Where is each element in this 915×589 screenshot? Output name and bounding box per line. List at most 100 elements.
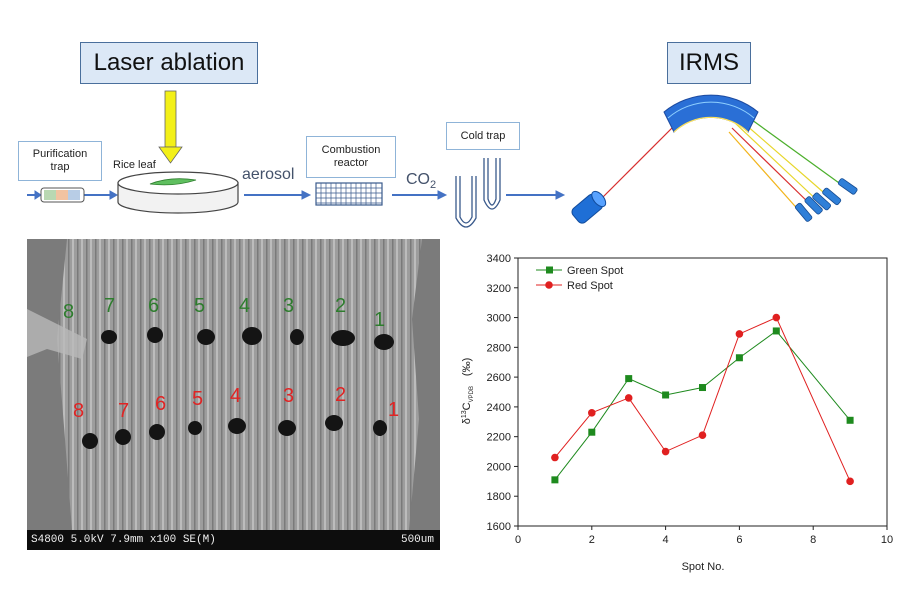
sem-info-text: S4800 5.0kV 7.9mm x100 SE(M) [31,534,216,546]
combustion-reactor-box: Combustion reactor [306,136,396,178]
co2-subscript: 2 [430,179,437,192]
ablation-cell [117,171,239,214]
green-spot-label: 7 [104,295,116,317]
rice-leaf-label: Rice leaf [113,159,156,171]
y-tick-label: 1800 [487,491,511,503]
legend-label: Red Spot [567,280,613,292]
data-point [772,327,780,335]
irms-label: IRMS [679,49,739,76]
red-spot-label: 3 [283,385,295,407]
green-spot-label: 3 [283,295,295,317]
data-point [735,354,743,362]
data-point [662,391,670,399]
data-point [846,477,854,486]
series-line [554,316,851,482]
delta13c-chart: 1600 1800 2000 2200 2400 2600 2800 3000 3200 3400… [461,253,893,573]
data-point [846,416,854,424]
ablation-holes-upper [101,327,394,350]
green-spot-label: 2 [335,295,347,317]
y-tick-label: 2200 [487,432,511,444]
irms-instrument [571,94,858,224]
combustion-reactor-grid [315,182,383,206]
combustion-reactor-label: Combustion reactor [321,144,381,169]
data-point [661,447,670,456]
red-spot-label: 7 [118,400,130,422]
x-tick-label: 0 [515,534,521,546]
plot-frame [517,257,888,527]
y-tick-label: 2600 [487,372,511,384]
data-point [735,330,744,338]
y-tick-label: 3000 [487,313,511,325]
arrowhead-4 [437,190,448,200]
data-point [699,384,706,392]
sem-scale-label: 500um [400,534,434,546]
laser-ablation-label: Laser ablation [93,49,245,76]
red-spot-label: 4 [230,385,242,407]
data-point [551,453,559,462]
x-tick-label: 6 [736,534,742,546]
red-spot-label: 2 [335,384,347,406]
y-axis-label: δ13CVPDB (‰) [461,358,475,425]
data-point [772,313,781,322]
data-point [624,394,633,402]
series-line [554,330,851,481]
laser-ablation-title: Laser ablation [80,42,258,84]
ablation-holes-lower [82,415,387,449]
green-spot-label: 4 [239,295,251,317]
cold-trap-label: Cold trap [460,129,506,142]
purification-cartridge [40,187,85,203]
y-axis-label-main: C [461,402,473,410]
collector-cups [794,178,858,222]
red-spot-label: 6 [155,393,167,415]
x-axis-label: Spot No. [682,561,725,573]
leaf-surface [27,239,440,530]
y-tick-label: 3200 [487,283,511,295]
sem-info-bar: S4800 5.0kV 7.9mm x100 SE(M) 500um [27,530,440,550]
y-tick-label: 2400 [487,402,511,414]
arrowhead-5 [555,190,566,200]
data-point [625,375,633,383]
x-tick-label: 4 [663,534,669,546]
y-axis-label-sub: VPDB [469,386,475,402]
co2-label: CO2 [406,171,436,191]
co2-main: CO [406,171,430,188]
y-tick-label: 1600 [487,521,511,533]
red-spot-label: 5 [192,388,204,410]
x-tick-label: 10 [881,534,893,546]
aerosol-label: aerosol [242,166,295,183]
flow-arrows [27,190,566,200]
green-spot-label: 6 [148,295,160,317]
data-point [551,476,559,484]
y-axis-label-sup: 13 [461,410,468,418]
legend-label: Green Spot [567,265,623,277]
y-axis-label-unit: (‰) [461,358,473,376]
purification-trap-box: Purification trap [18,141,102,181]
ion-source-icon [571,190,607,224]
green-spot-label: 8 [63,301,75,323]
y-axis-label-delta: δ [461,418,473,424]
red-spot-label: 8 [73,400,85,422]
legend-marker [546,266,553,274]
rice-leaf-icon [149,178,197,186]
data-point [698,431,707,439]
process-diagram-graphics [27,90,858,228]
green-spot-label: 1 [374,309,386,331]
irms-title: IRMS [667,42,751,84]
x-tick-label: 2 [589,534,595,546]
data-point [588,428,596,436]
y-tick-label: 3400 [487,253,511,265]
cold-trap-box: Cold trap [446,122,520,150]
laser-beam-arrow [158,90,183,164]
red-spot-label: 1 [388,399,400,421]
purification-trap-label: Purification trap [32,148,88,173]
x-tick-label: 8 [810,534,816,546]
y-tick-label: 2800 [487,342,511,354]
arrowhead-1 [34,190,42,200]
legend-marker [545,281,553,289]
arrowhead-3 [301,190,312,200]
cold-trap-tubes [455,158,501,228]
arrowhead-2 [109,190,119,200]
sem-micrograph: 8 7 6 5 4 3 2 1 8 7 6 5 4 3 2 1 S4800 5.… [27,239,440,550]
y-tick-label: 2000 [487,461,511,473]
data-point [588,409,596,417]
